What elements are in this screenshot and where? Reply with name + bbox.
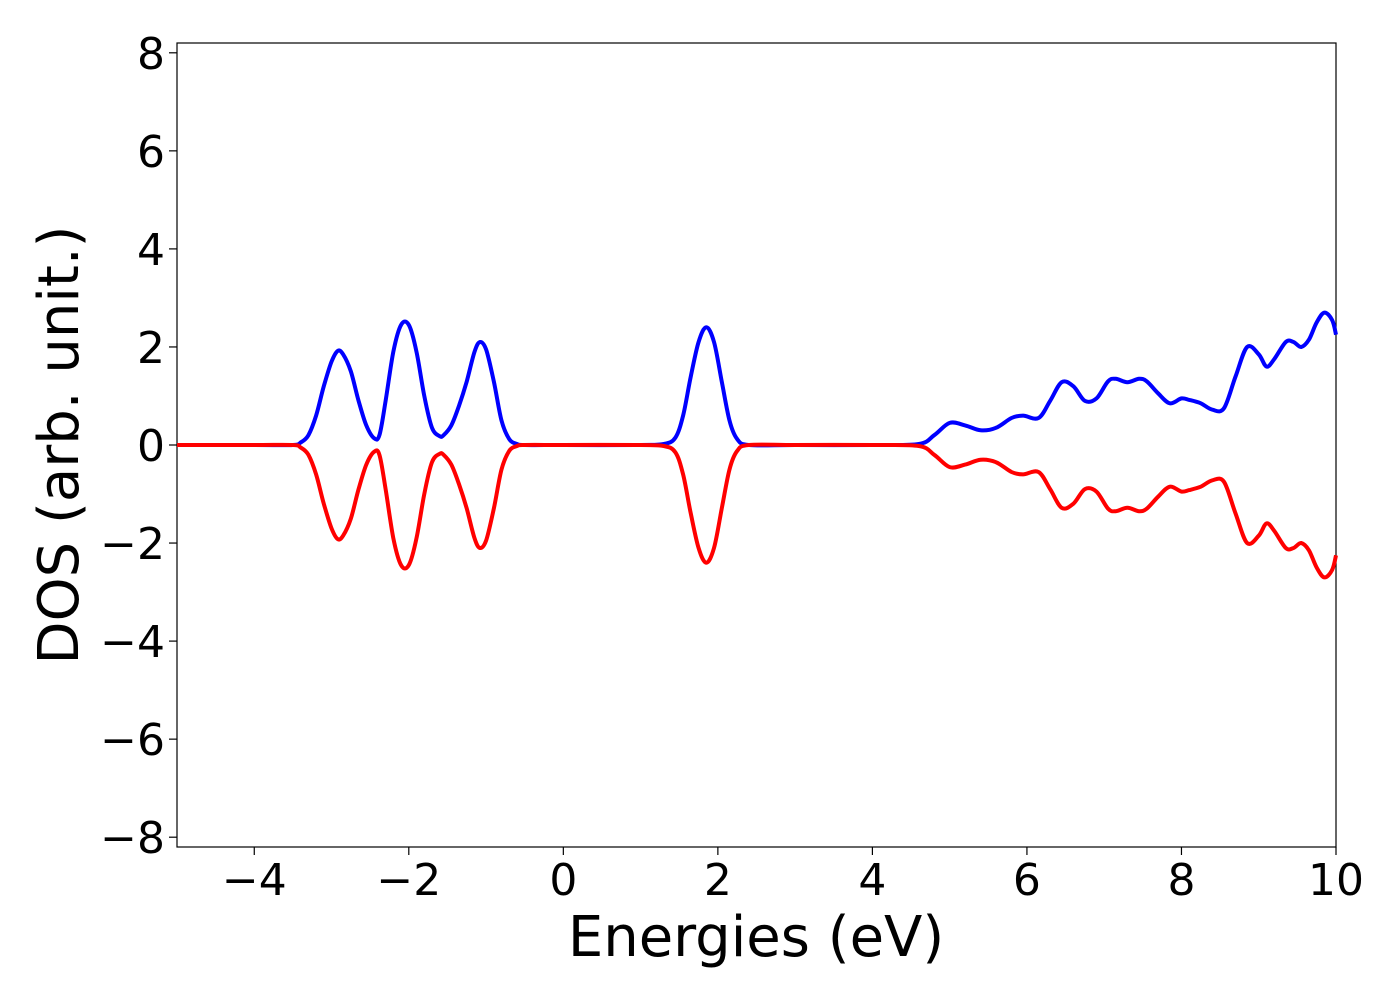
y-tick-label: 0: [137, 421, 165, 472]
y-tick-label: −2: [100, 519, 165, 570]
y-tick-label: 6: [137, 127, 165, 178]
y-tick-label: −6: [100, 715, 165, 766]
y-tick-label: 8: [137, 29, 165, 80]
x-tick-label: 6: [1013, 855, 1041, 906]
x-tick-label: 2: [704, 855, 732, 906]
y-tick-label: −8: [100, 813, 165, 864]
x-tick-label: 10: [1308, 855, 1364, 906]
y-tick-label: −4: [100, 617, 165, 668]
x-axis-ticks: −4 −2 0 2 4 6 8 10: [222, 847, 1364, 906]
y-axis-label: DOS (arb. unit.): [27, 225, 92, 664]
y-tick-label: 2: [137, 323, 165, 374]
series-line-down: [177, 442, 1338, 580]
y-tick-label: 4: [137, 225, 165, 276]
y-axis-ticks: 8 6 4 2 0 −2 −4 −6 −8: [100, 29, 177, 864]
x-tick-label: 0: [549, 855, 577, 906]
x-tick-label: 8: [1167, 855, 1195, 906]
x-tick-label: 4: [858, 855, 886, 906]
x-tick-label: −4: [222, 855, 287, 906]
x-tick-label: −2: [376, 855, 441, 906]
series-line-up: [177, 310, 1338, 448]
series-group: [177, 310, 1338, 580]
x-axis-label: Energies (eV): [568, 905, 944, 970]
